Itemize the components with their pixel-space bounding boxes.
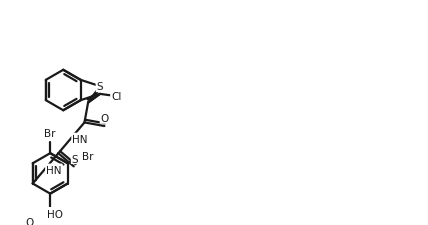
Text: Br: Br	[45, 128, 56, 138]
Text: HN: HN	[72, 134, 88, 144]
Text: HN: HN	[46, 165, 62, 175]
Text: HO: HO	[47, 209, 62, 219]
Text: O: O	[26, 217, 34, 225]
Text: O: O	[100, 114, 109, 124]
Text: Br: Br	[82, 151, 94, 161]
Text: S: S	[97, 82, 103, 92]
Text: Cl: Cl	[111, 92, 122, 102]
Text: S: S	[71, 154, 78, 164]
